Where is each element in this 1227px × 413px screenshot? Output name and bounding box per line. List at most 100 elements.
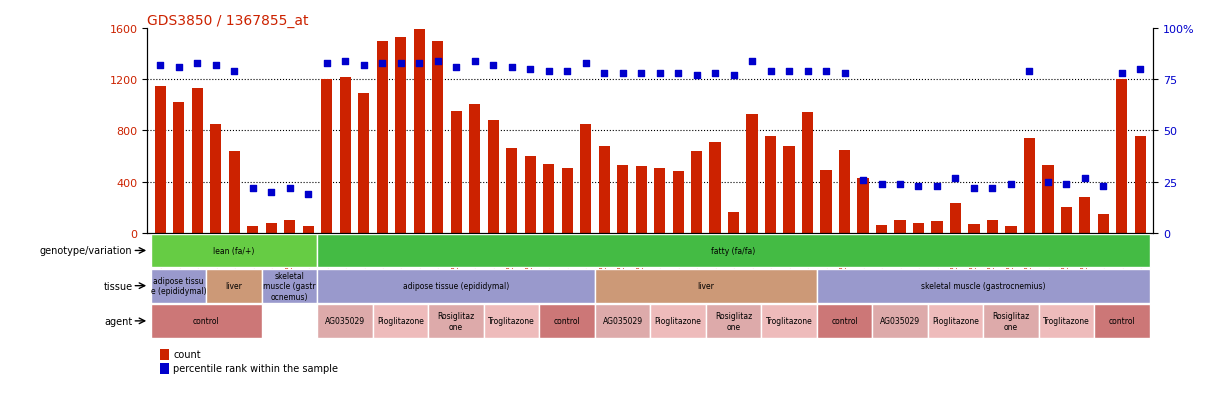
Point <box>761 69 780 75</box>
Point <box>724 73 744 79</box>
Bar <box>1117 80 1128 233</box>
Point <box>1056 181 1076 188</box>
Point <box>1001 181 1021 188</box>
Text: liver: liver <box>697 282 714 290</box>
Point <box>317 60 336 67</box>
Point <box>188 60 207 67</box>
Bar <box>1061 208 1072 233</box>
Point <box>928 183 947 190</box>
FancyBboxPatch shape <box>595 304 650 338</box>
Point <box>983 185 1002 192</box>
FancyBboxPatch shape <box>595 269 817 303</box>
Bar <box>728 213 739 233</box>
Text: tissue: tissue <box>103 281 133 291</box>
FancyBboxPatch shape <box>540 304 595 338</box>
Bar <box>1023 139 1036 233</box>
Point <box>946 175 966 181</box>
Bar <box>931 222 942 233</box>
Text: skeletal muscle (gastrocnemius): skeletal muscle (gastrocnemius) <box>921 282 1045 290</box>
Point <box>742 58 762 65</box>
Text: GDS3850 / 1367855_at: GDS3850 / 1367855_at <box>147 14 309 28</box>
Text: AG035029: AG035029 <box>325 317 366 325</box>
Bar <box>340 78 351 233</box>
Point <box>502 64 521 71</box>
Point <box>798 69 817 75</box>
FancyBboxPatch shape <box>428 304 483 338</box>
Point <box>353 62 373 69</box>
Text: genotype/variation: genotype/variation <box>39 246 133 256</box>
Bar <box>987 221 998 233</box>
Bar <box>709 142 720 233</box>
Bar <box>802 113 814 233</box>
Text: Troglitazone: Troglitazone <box>1043 317 1090 325</box>
Text: Rosiglitaz
one: Rosiglitaz one <box>715 311 752 331</box>
Point <box>834 71 854 77</box>
Point <box>1075 175 1094 181</box>
Bar <box>487 121 498 233</box>
Bar <box>155 86 166 233</box>
FancyBboxPatch shape <box>817 269 1150 303</box>
Bar <box>1098 214 1109 233</box>
Bar <box>506 149 517 233</box>
Text: agent: agent <box>104 316 133 326</box>
Bar <box>377 42 388 233</box>
Bar <box>599 147 610 233</box>
FancyBboxPatch shape <box>261 269 318 303</box>
Point <box>909 183 929 190</box>
Point <box>483 62 503 69</box>
Point <box>539 69 558 75</box>
Bar <box>1080 197 1091 233</box>
FancyBboxPatch shape <box>318 269 595 303</box>
Point <box>687 73 707 79</box>
Point <box>871 181 891 188</box>
Bar <box>746 114 757 233</box>
Point <box>612 71 632 77</box>
FancyBboxPatch shape <box>872 304 928 338</box>
Text: AG035029: AG035029 <box>602 317 643 325</box>
Bar <box>265 223 277 233</box>
Text: skeletal
muscle (gastr
ocnemus): skeletal muscle (gastr ocnemus) <box>264 271 317 301</box>
Text: Pioglitazone: Pioglitazone <box>655 317 702 325</box>
Bar <box>210 125 221 233</box>
FancyBboxPatch shape <box>318 304 373 338</box>
Bar <box>950 204 961 233</box>
Point <box>391 60 411 67</box>
Text: Pioglitazone: Pioglitazone <box>933 317 979 325</box>
Point <box>779 69 799 75</box>
Point <box>557 69 577 75</box>
FancyBboxPatch shape <box>761 304 817 338</box>
Bar <box>764 136 775 233</box>
Point <box>298 191 318 198</box>
Point <box>1130 66 1150 73</box>
Text: lean (fa/+): lean (fa/+) <box>213 247 255 255</box>
Point <box>520 66 540 73</box>
Text: control: control <box>831 317 858 325</box>
Point <box>853 177 872 183</box>
Text: control: control <box>553 317 580 325</box>
Bar <box>1043 166 1054 233</box>
Bar <box>617 166 628 233</box>
Bar <box>161 363 169 374</box>
Text: AG035029: AG035029 <box>880 317 920 325</box>
FancyBboxPatch shape <box>817 304 872 338</box>
Bar <box>691 152 702 233</box>
Point <box>335 58 355 65</box>
Bar <box>876 225 887 233</box>
Bar <box>413 30 425 233</box>
FancyBboxPatch shape <box>1039 304 1094 338</box>
Bar <box>432 42 443 233</box>
Bar <box>321 80 333 233</box>
Bar <box>839 150 850 233</box>
Bar <box>1135 136 1146 233</box>
Bar <box>161 349 169 360</box>
FancyBboxPatch shape <box>928 304 983 338</box>
FancyBboxPatch shape <box>706 304 761 338</box>
FancyBboxPatch shape <box>206 269 261 303</box>
Bar <box>784 147 795 233</box>
Bar <box>469 104 480 233</box>
Bar <box>173 103 184 233</box>
Text: adipose tissue (epididymal): adipose tissue (epididymal) <box>402 282 509 290</box>
Point <box>1038 179 1058 185</box>
Bar <box>544 164 555 233</box>
Bar <box>1005 227 1016 233</box>
